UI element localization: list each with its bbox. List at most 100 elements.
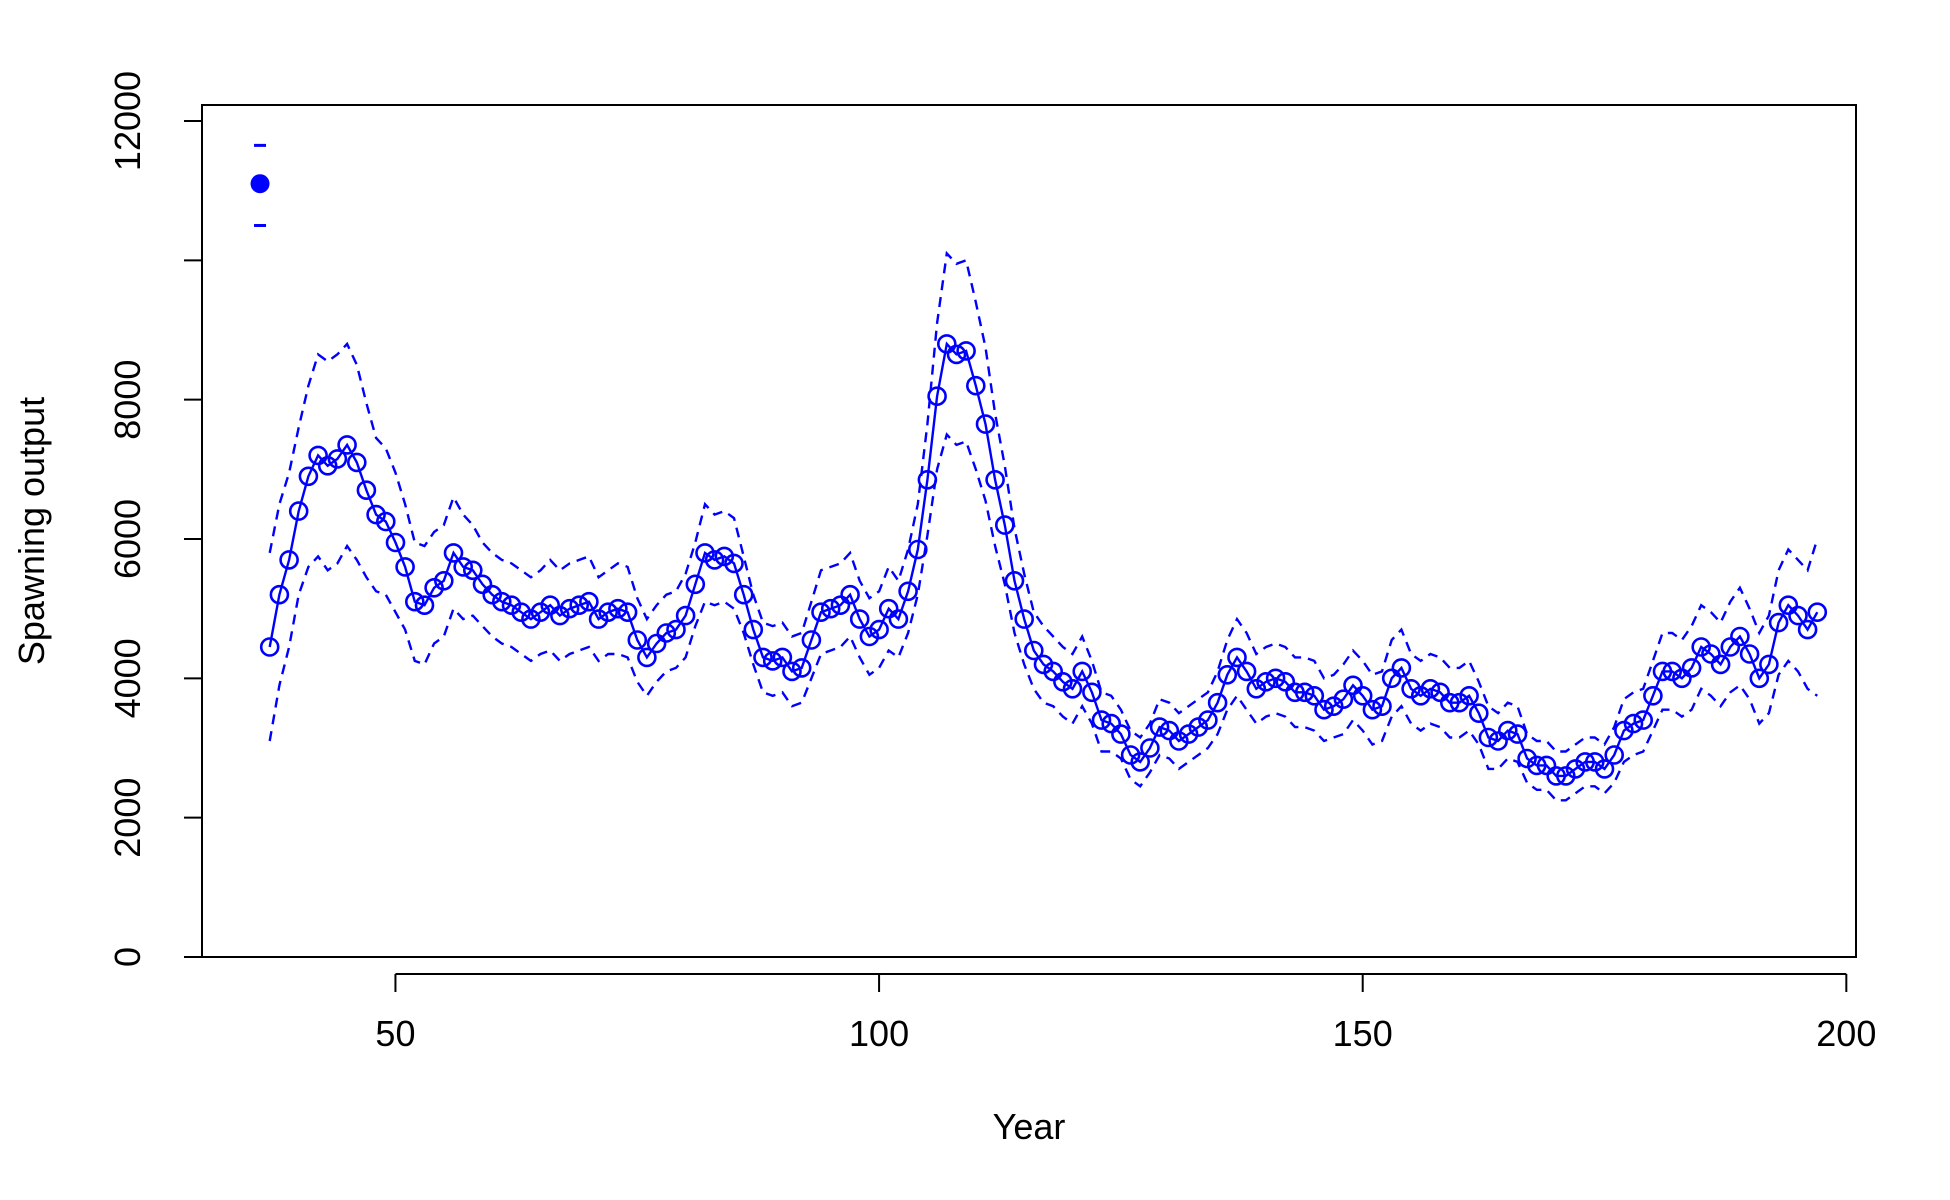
data-point [801,630,822,650]
y-tick-label-2000: 2000 [107,778,148,858]
data-point [472,574,493,595]
data-point [1111,724,1131,744]
data-point [1265,668,1286,689]
data-point [569,595,590,616]
data-point [1217,664,1238,685]
y-tick-label-0: 0 [107,947,148,967]
data-point [1294,682,1315,703]
y-tick-label-8000: 8000 [107,360,148,440]
data-point [1527,755,1547,776]
data-point [1672,668,1692,689]
data-point [1314,699,1334,720]
data-point [1585,752,1605,772]
y-axis: 0 2000 4000 6000 8000 12000 [107,71,203,967]
data-point [1130,752,1150,772]
virgin-spawning-output [250,143,270,227]
y-tick-label-12000: 12000 [107,71,148,171]
data-point [791,658,812,678]
data-point [1072,661,1092,682]
data-point [385,532,406,553]
data-point [1420,678,1441,699]
data-point [1024,640,1044,661]
data-point [1440,692,1460,713]
data-point [898,581,918,602]
data-point [279,550,299,570]
data-point [917,469,938,490]
x-axis-title: Year [993,1106,1066,1147]
data-point [666,619,686,640]
data-point [1556,766,1576,786]
data-point [956,341,976,361]
data-point [1701,644,1721,664]
data-point [1207,692,1228,713]
data-point [1391,658,1412,678]
data-point [269,584,290,605]
data-point [1430,682,1450,703]
data-point [888,609,909,629]
data-point [724,553,744,574]
data-point [453,557,474,577]
data-point [743,619,764,640]
data-point [704,550,725,570]
data-point [462,560,483,581]
data-point [927,386,947,407]
data-point [975,414,996,434]
x-tick-label-50: 50 [375,1013,415,1054]
data-point [859,626,880,647]
x-tick-label-150: 150 [1333,1013,1393,1054]
data-point [1469,703,1489,724]
data-point [1749,668,1770,689]
data-point [1681,658,1702,678]
data-point [1507,724,1528,744]
data-point [1091,710,1112,730]
confidence-interval-lines [268,250,1819,802]
data-point [1604,745,1624,765]
data-point [1372,696,1392,717]
data-point [288,501,309,521]
x-axis: 50 100 150 200 [375,973,1876,1054]
data-point [337,435,357,455]
data-point [1352,685,1373,706]
x-tick-label-100: 100 [849,1013,909,1054]
data-point [1488,731,1508,751]
data-point [811,602,831,623]
data-point [501,595,522,616]
data-point [656,623,677,643]
data-point [1730,626,1750,647]
data-point [433,570,454,591]
data-point [733,584,754,605]
data-point [1198,710,1218,730]
data-point [1691,637,1711,657]
data-point [1633,710,1653,730]
data-point [1807,602,1828,623]
data-point [685,574,706,595]
data-point [366,504,386,525]
data-point [1778,595,1799,616]
data-point [1652,661,1673,682]
data-point [1275,671,1296,692]
spawning-output-series [259,334,1828,786]
data-point [346,452,367,473]
data-point [598,602,619,623]
data-point [762,651,783,671]
data-point [1246,678,1267,699]
data-point [985,469,1005,490]
data-point [550,605,570,626]
data-point [1498,720,1518,741]
data-point [830,595,851,616]
data-point [1381,668,1402,689]
data-point [869,619,889,640]
data-point [1178,724,1199,744]
data-point [1304,685,1325,706]
data-point [946,344,967,365]
data-point [608,598,628,619]
data-point [1169,731,1189,751]
data-point [511,602,532,623]
data-point [1594,759,1615,779]
data-point [1285,682,1305,703]
data-point [424,577,444,598]
data-point [443,543,464,563]
data-point [772,647,793,668]
